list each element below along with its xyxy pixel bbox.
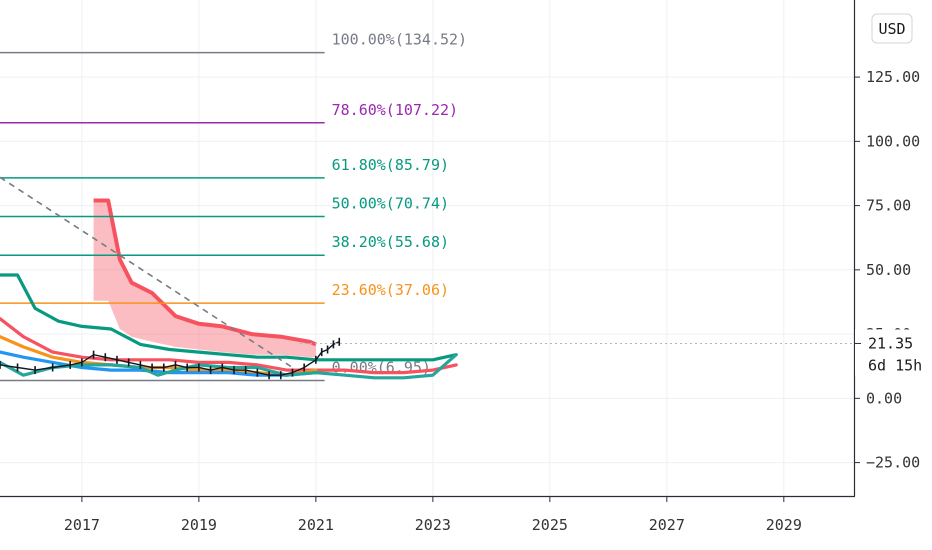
grid: [0, 0, 854, 496]
x-tick-label: 2025: [532, 516, 568, 534]
indicator-line: [0, 317, 458, 375]
y-tick-label: 50.00: [866, 261, 911, 279]
currency-button-box[interactable]: [871, 13, 913, 44]
fib-level-label: 100.00%(134.52): [332, 31, 467, 49]
last-price-badge: [855, 329, 932, 376]
last-price-label: 21.35: [868, 334, 913, 352]
x-axis-ticks: 2017 2019 2021 2023 2025 2027 2029: [64, 496, 802, 534]
y-tick-label: 100.00: [866, 132, 920, 150]
currency-label: USD: [878, 20, 905, 38]
cloud-upper-line: [93, 198, 317, 347]
fib-retracement[interactable]: 100.00%(134.52) 78.60%(107.22) 61.80%(85.7…: [0, 31, 467, 382]
y-tick-label: 125.00: [866, 68, 920, 86]
indicator-line: [0, 273, 458, 362]
fib-level-label: 50.00%(70.74): [332, 195, 449, 213]
x-tick-label: 2023: [415, 516, 451, 534]
fib-level-label: 78.60%(107.22): [332, 101, 458, 119]
trend-line-path[interactable]: [0, 176, 293, 369]
price-series: [0, 337, 341, 380]
y-tick-label: 75.00: [866, 197, 911, 215]
x-tick-label: 2017: [64, 516, 100, 534]
x-tick-label: 2021: [298, 516, 334, 534]
y-tick-label: −25.00: [866, 454, 920, 472]
x-tick-label: 2027: [649, 516, 685, 534]
price-line: [0, 341, 340, 376]
x-tick-label: 2029: [766, 516, 802, 534]
last-price-marker: 21.35 6d 15h: [300, 329, 932, 376]
x-tick-label: 2019: [181, 516, 217, 534]
indicator-line: [0, 353, 458, 380]
cloud-fill: [93, 200, 316, 358]
y-tick-label: 0.00: [866, 389, 902, 407]
axes: [0, 0, 856, 498]
trend-line[interactable]: [0, 176, 293, 369]
fib-level-label: 61.80%(85.79): [332, 156, 449, 174]
fib-level-label: 38.20%(55.68): [332, 233, 449, 251]
countdown-label: 6d 15h: [868, 356, 922, 374]
currency-button[interactable]: USD: [871, 13, 913, 44]
cloud-area: [93, 198, 317, 358]
fib-level-label: 23.60%(37.06): [332, 281, 449, 299]
indicator-line: [0, 350, 318, 377]
